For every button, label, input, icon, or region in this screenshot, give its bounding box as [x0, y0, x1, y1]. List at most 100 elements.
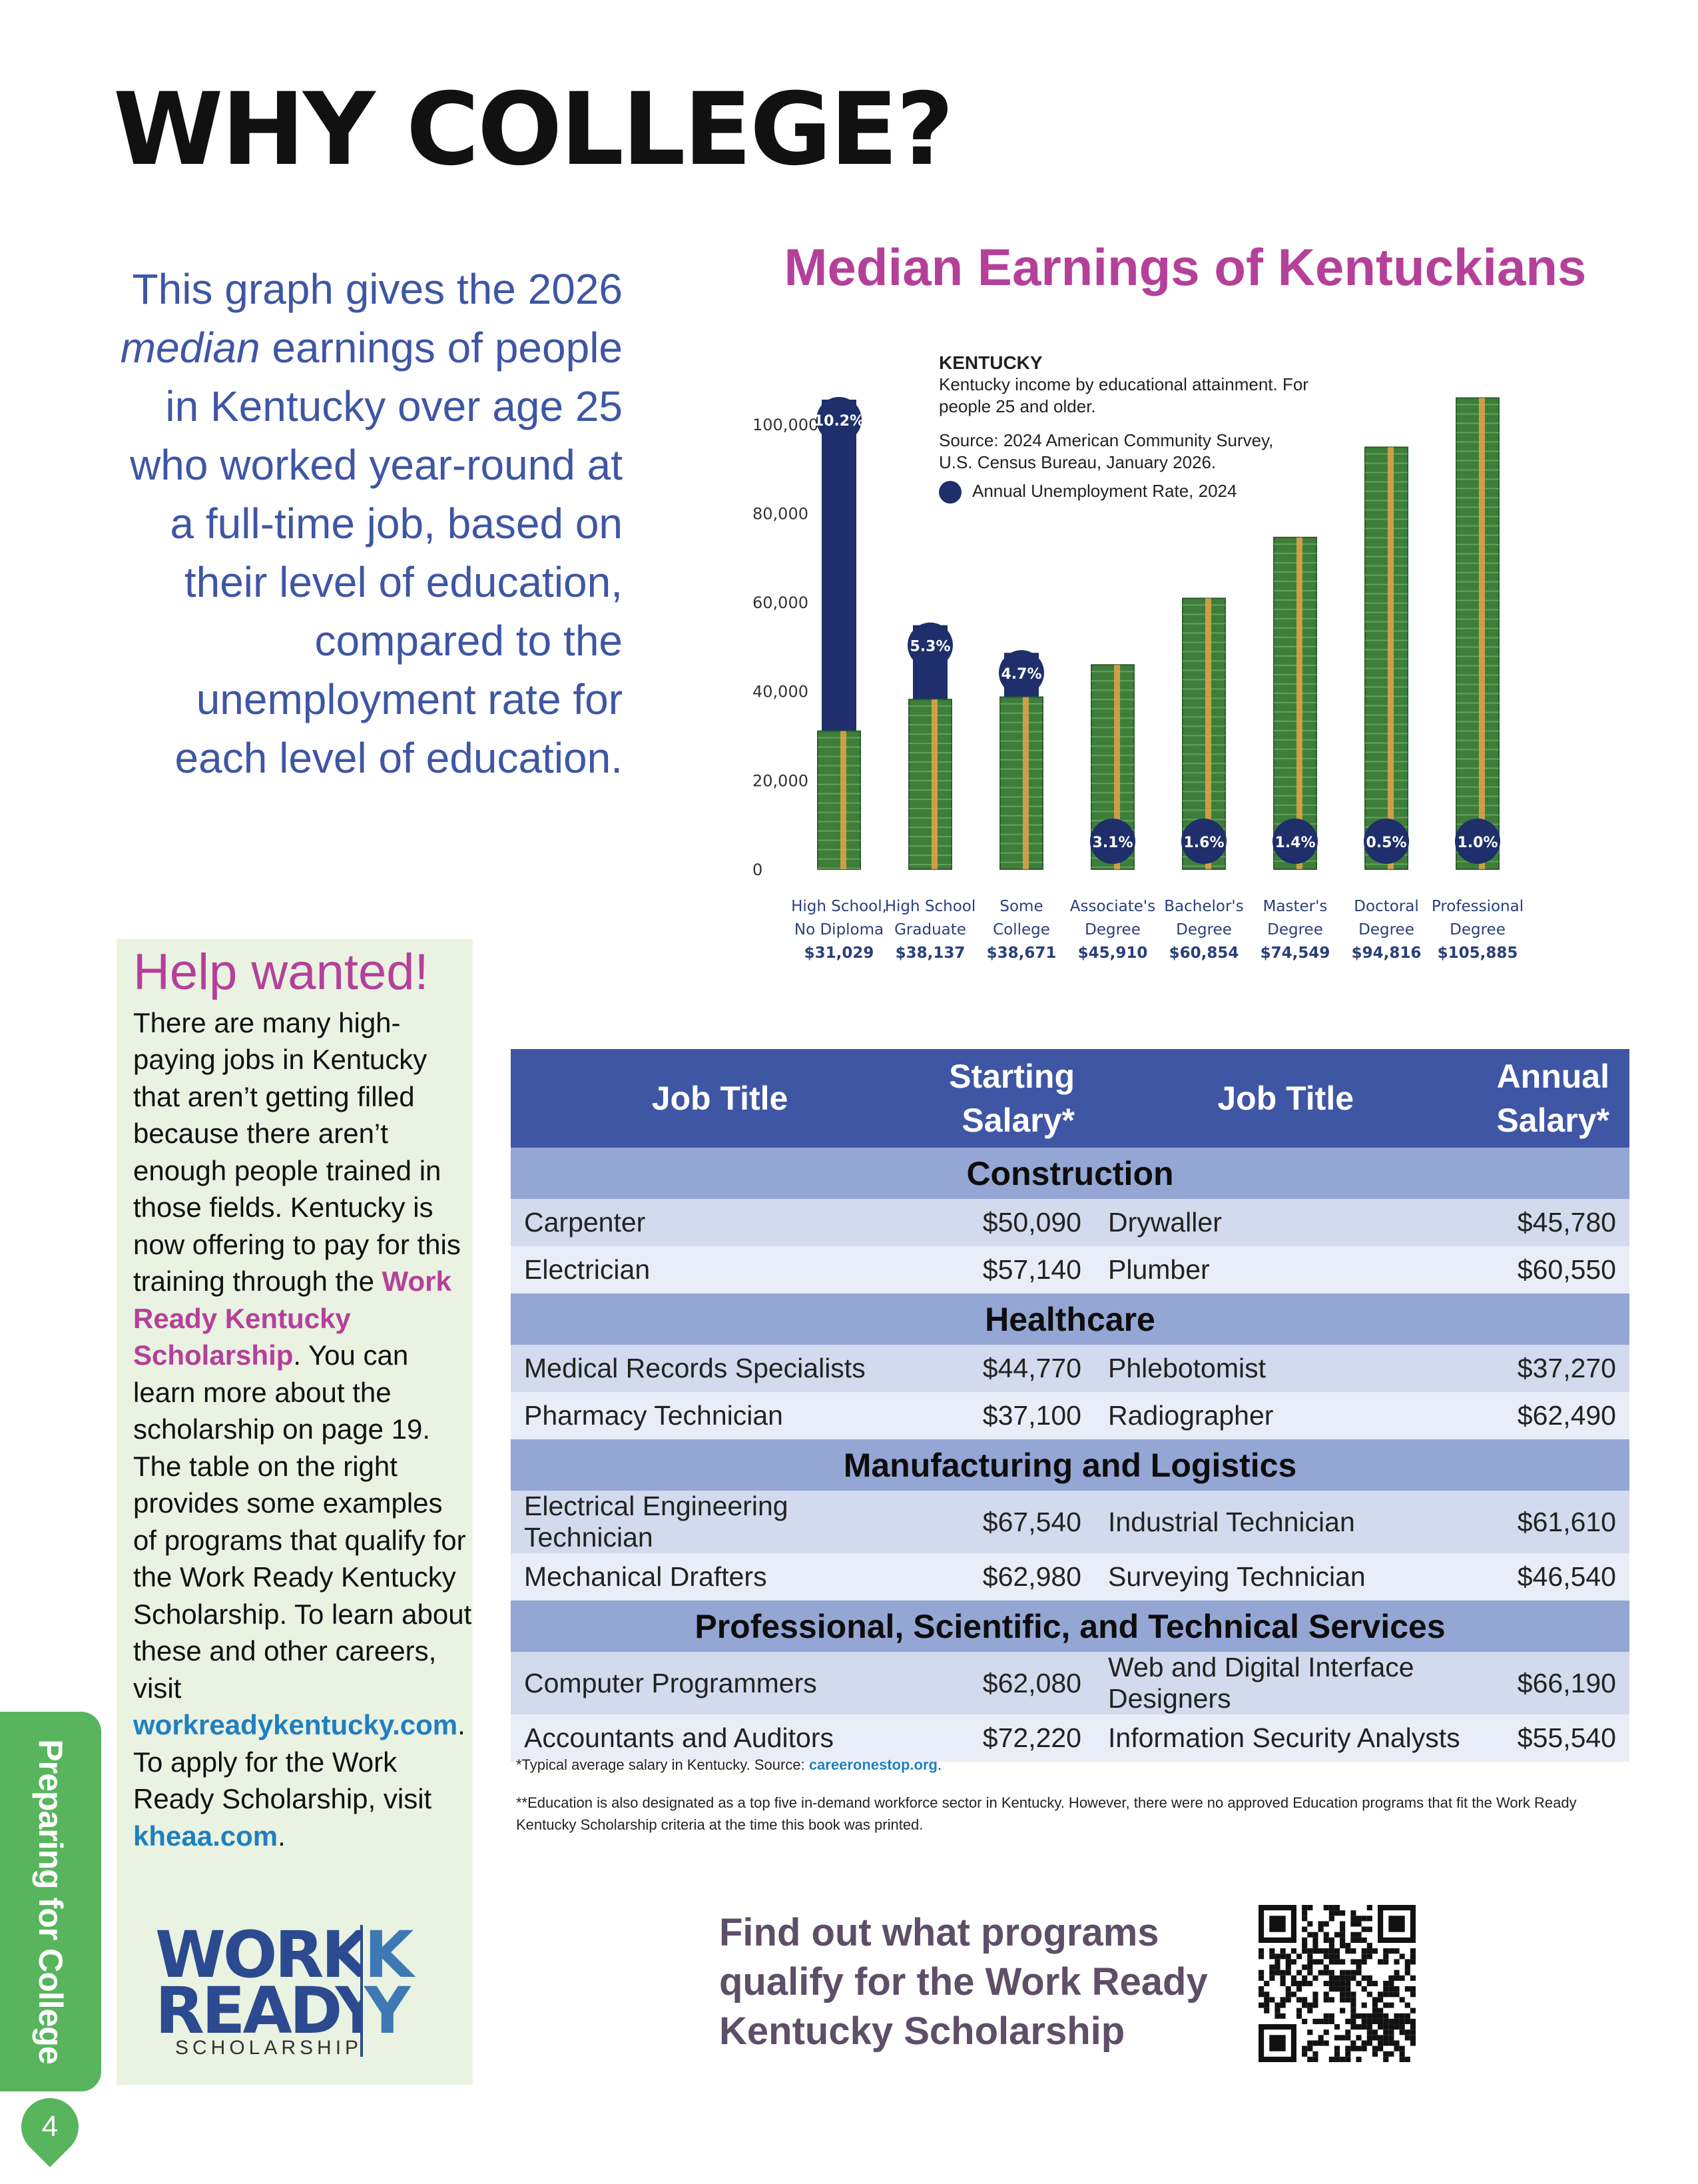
category-label: Degree — [1267, 921, 1323, 938]
earnings-value-label: $105,885 — [1438, 944, 1518, 962]
earnings-value-label: $94,816 — [1352, 944, 1422, 962]
page-number: 4 — [41, 2110, 59, 2143]
salary-cell: $45,780 — [1476, 1199, 1629, 1246]
chart-source-2: U.S. Census Bureau, January 2026. — [939, 452, 1217, 472]
money-band — [1023, 697, 1029, 869]
earnings-value-label: $74,549 — [1261, 944, 1330, 962]
intro-italic: median — [120, 324, 260, 372]
help-wanted-panel: Help wanted! There are many high-paying … — [117, 939, 473, 2085]
footnote-1: *Typical average salary in Kentucky. Sou… — [516, 1756, 942, 1773]
unemployment-label: 5.3% — [910, 639, 950, 655]
svg-text:SCHOLARSHIP: SCHOLARSHIP — [175, 2037, 362, 2058]
category-label: High School, — [791, 898, 887, 915]
y-tick-label: 100,000 — [752, 416, 818, 434]
logo-sub: SCHOLARSHIP — [175, 2037, 362, 2058]
footnote-2: **Education is also designated as a top … — [516, 1794, 1577, 1833]
category-label: No Diploma — [794, 921, 884, 938]
earnings-chart: 0 20,000 40,000 60,000 80,000 100,000 10.2% Hig… — [739, 333, 1571, 986]
job-title-cell: Surveying Technician — [1095, 1553, 1477, 1601]
job-title-cell: Mechanical Drafters — [511, 1553, 930, 1601]
salary-cell: $44,770 — [929, 1345, 1095, 1392]
category-label: High School — [885, 898, 976, 915]
y-tick-label: 60,000 — [752, 593, 808, 612]
unemployment-badge — [1364, 819, 1409, 864]
kheaa-link[interactable]: kheaa.com — [133, 1820, 278, 1852]
earnings-bar — [817, 730, 861, 870]
category-label: College — [993, 921, 1050, 938]
unemployment-label: 1.6% — [1183, 835, 1224, 851]
jobs-table: Job Title Starting Salary* Job Title Annu… — [511, 1049, 1629, 1762]
workready-link[interactable]: workreadykentucky.com — [133, 1709, 458, 1741]
earnings-value-label: $45,910 — [1078, 944, 1148, 962]
unemployment-badge — [816, 397, 862, 442]
category-label: Degree — [1450, 921, 1506, 938]
job-title-cell: Plumber — [1095, 1246, 1477, 1293]
chart-subtitle-head: KENTUCKY — [939, 352, 1043, 373]
salary-cell: $60,550 — [1476, 1246, 1629, 1293]
table-row: Medical Records Specialists $44,770 Phlebo… — [511, 1345, 1629, 1392]
money-band — [840, 731, 846, 869]
table-section-row: Professional, Scientific, and Technical … — [511, 1601, 1629, 1652]
section-heading: Professional, Scientific, and Technical … — [511, 1601, 1629, 1652]
y-tick-label: 40,000 — [752, 683, 808, 701]
salary-cell: $46,540 — [1476, 1553, 1629, 1601]
y-tick-label: 0 — [752, 861, 762, 879]
salary-cell: $37,100 — [929, 1392, 1095, 1439]
header-annual-salary: Annual Salary* — [1476, 1049, 1629, 1148]
qr-code-icon[interactable] — [1259, 1905, 1416, 2062]
unemployment-badge — [1273, 819, 1318, 864]
earnings-bar — [908, 699, 952, 870]
y-tick-label: 80,000 — [752, 504, 808, 523]
svg-text:READY: READY — [155, 1974, 383, 2048]
salary-cell: $66,190 — [1476, 1652, 1629, 1714]
logo-line1: WORK — [155, 1918, 373, 1992]
salary-cell: $62,490 — [1476, 1392, 1629, 1439]
salary-cell: $62,080 — [929, 1652, 1095, 1714]
salary-cell: $61,610 — [1476, 1491, 1629, 1553]
careeronestop-link[interactable]: careeronestop.org — [808, 1756, 938, 1773]
table-row: Computer Programmers $62,080 Web and Digit… — [511, 1652, 1629, 1714]
job-title-cell: Pharmacy Technician — [511, 1392, 930, 1439]
unemployment-label: 1.4% — [1274, 835, 1315, 851]
salary-cell: $67,540 — [929, 1491, 1095, 1553]
unemployment-label: 3.1% — [1092, 835, 1133, 851]
money-band — [1114, 665, 1120, 869]
unemployment-badge — [1455, 819, 1500, 864]
money-band — [932, 699, 938, 869]
category-label: Bachelor's — [1164, 898, 1243, 915]
earnings-bar — [1456, 397, 1500, 871]
money-band — [1388, 447, 1394, 869]
table-row: Electrical Engineering Technician $67,540… — [511, 1491, 1629, 1553]
scholarship-name: Work Ready Kentucky Scholarship — [133, 1266, 451, 1371]
svg-text:WORK: WORK — [155, 1918, 373, 1992]
unemployment-badge — [908, 622, 953, 668]
legend-dot-icon — [939, 481, 962, 504]
svg-text:Y: Y — [364, 1974, 412, 2048]
svg-text:K: K — [364, 1918, 416, 1992]
job-title-cell: Radiographer — [1095, 1392, 1477, 1439]
job-title-cell: Carpenter — [511, 1199, 930, 1246]
job-title-cell: Computer Programmers — [511, 1652, 930, 1714]
chart-title: Median Earnings of Kentuckians — [784, 238, 1587, 296]
earnings-value-label: $38,137 — [896, 944, 966, 962]
chart-source-1: Source: 2024 American Community Survey, — [939, 430, 1274, 450]
unemployment-label: 4.7% — [1001, 666, 1041, 683]
y-tick-label: 20,000 — [752, 771, 808, 790]
unemployment-badge — [1090, 819, 1135, 864]
section-side-tab: Preparing for College — [0, 1712, 101, 2091]
help-title: Help wanted! — [133, 944, 429, 1000]
table-row: Electrician $57,140 Plumber $60,550 — [511, 1246, 1629, 1293]
header-job-title-1: Job Title — [511, 1049, 930, 1148]
side-tab-label: Preparing for College — [32, 1739, 69, 2064]
earnings-bar — [999, 696, 1043, 870]
table-section-row: Healthcare — [511, 1293, 1629, 1345]
salary-cell: $72,220 — [929, 1714, 1095, 1762]
unemployment-badge — [999, 650, 1044, 696]
salary-cell: $55,540 — [1476, 1714, 1629, 1762]
table-row: Carpenter $50,090 Drywaller $45,780 — [511, 1199, 1629, 1246]
header-starting-salary: Starting Salary* — [929, 1049, 1095, 1148]
job-title-cell: Drywaller — [1095, 1199, 1477, 1246]
page-number-badge: 4 — [9, 2086, 91, 2167]
table-row: Pharmacy Technician $37,100 Radiographer $6… — [511, 1392, 1629, 1439]
